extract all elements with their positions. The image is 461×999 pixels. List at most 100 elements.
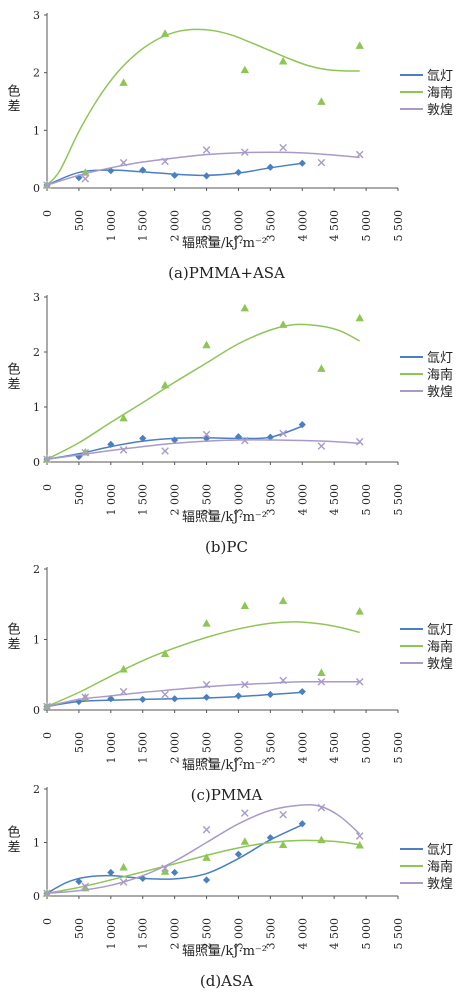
data-point	[202, 172, 211, 180]
data-point	[202, 146, 211, 154]
legend-label: 敦煌	[427, 876, 453, 892]
legend-label: 敦煌	[427, 102, 453, 118]
x-tick-label: 1 000	[105, 918, 118, 950]
x-tick-label: 2 500	[201, 210, 214, 242]
data-point	[355, 150, 364, 159]
y-tick-label: 1	[33, 124, 40, 137]
x-tick-label: 4 000	[296, 732, 309, 764]
x-tick-label: 5 000	[360, 484, 373, 516]
x-tick-label: 3 000	[232, 210, 245, 242]
data-point	[119, 413, 128, 422]
legend-label: 海南	[427, 639, 453, 655]
data-point	[202, 825, 211, 834]
panel-caption: (b)PC	[205, 538, 248, 556]
legend-label: 海南	[427, 367, 453, 383]
data-point	[119, 687, 128, 696]
x-tick-label: 2 500	[201, 732, 214, 764]
data-point	[202, 434, 211, 442]
x-tick-label: 5 500	[392, 732, 405, 764]
x-tick-label: 500	[73, 484, 86, 505]
fit-line	[46, 439, 360, 460]
data-point	[298, 688, 306, 696]
data-point	[81, 174, 90, 183]
legend-label: 敦煌	[427, 656, 453, 672]
x-tick-label: 500	[73, 732, 86, 753]
x-tick-label: 1 500	[137, 732, 150, 764]
x-tick-label: 4 000	[296, 484, 309, 516]
data-point	[317, 668, 326, 676]
data-point	[317, 442, 326, 450]
x-tick-label: 2 000	[169, 484, 182, 516]
chart-panel-3: 0 1 2 0 500 1 000 1 500 2 000 2 500 3 000 3 500 4 0…	[7, 563, 453, 804]
series-2	[42, 303, 364, 463]
x-tick-label: 1 500	[137, 484, 150, 516]
x-tick-label: 5 000	[360, 732, 373, 764]
x-tick-label: 1 500	[137, 210, 150, 242]
data-point	[43, 455, 51, 464]
data-point	[240, 303, 250, 312]
data-point	[241, 809, 249, 817]
fit-line	[46, 804, 361, 895]
data-point	[279, 676, 287, 685]
y-axis-label: 差	[7, 841, 20, 856]
data-point	[279, 143, 287, 152]
x-tick-label: 1 000	[105, 210, 118, 242]
data-point	[355, 437, 364, 446]
fit-line	[46, 680, 360, 708]
chart-panel-1: 0 1 2 3 0 500 1 000 1 500 2 000 2 500 3 000 3 500 4 …	[7, 9, 453, 282]
x-tick-label: 2 000	[169, 732, 182, 764]
series-3	[43, 803, 364, 898]
data-point	[278, 840, 288, 848]
data-point	[234, 692, 243, 700]
x-tick-label: 4 000	[296, 210, 309, 242]
data-point	[119, 664, 128, 673]
data-point	[234, 850, 243, 858]
x-axis-label: 辐照量/kJ·m⁻²	[182, 236, 267, 251]
x-tick-label: 0	[41, 918, 54, 925]
data-point	[202, 693, 211, 701]
data-point	[81, 882, 90, 891]
data-point	[119, 78, 128, 86]
y-tick-label: 0	[33, 456, 40, 469]
y-axis-label: 色	[7, 362, 20, 378]
series-1	[43, 820, 306, 897]
data-point	[161, 157, 169, 166]
series-1	[43, 421, 306, 463]
data-point	[171, 171, 179, 179]
data-point	[139, 166, 147, 174]
x-tick-label: 4 500	[328, 210, 341, 242]
y-tick-label: 0	[33, 182, 40, 195]
data-point	[161, 447, 169, 455]
x-tick-label: 5 500	[392, 210, 405, 242]
fit-line	[46, 839, 360, 895]
data-point	[81, 448, 90, 457]
x-tick-label: 5 500	[392, 918, 405, 950]
data-point	[43, 889, 51, 898]
series-3	[43, 676, 364, 711]
data-point	[160, 29, 170, 37]
series-3	[43, 429, 364, 464]
x-tick-label: 4 000	[296, 918, 309, 950]
legend-label: 氙灯	[427, 69, 453, 84]
data-point	[202, 340, 211, 349]
x-tick-label: 1 000	[105, 732, 118, 764]
x-tick-label: 2 000	[169, 918, 182, 950]
series-2	[42, 596, 364, 710]
y-axis-label: 色	[7, 84, 20, 100]
data-point	[355, 41, 364, 49]
data-point	[139, 695, 147, 704]
data-point	[279, 429, 287, 438]
data-point	[278, 56, 288, 65]
data-point	[160, 649, 170, 657]
y-tick-label: 3	[33, 291, 40, 304]
data-point	[119, 862, 128, 871]
data-point	[202, 876, 211, 884]
data-point	[298, 820, 306, 828]
x-tick-label: 3 500	[264, 918, 277, 950]
data-point	[317, 835, 326, 844]
data-point	[202, 430, 211, 439]
legend-label: 敦煌	[427, 384, 453, 400]
y-tick-label: 0	[33, 704, 40, 717]
x-tick-label: 3 000	[232, 732, 245, 764]
